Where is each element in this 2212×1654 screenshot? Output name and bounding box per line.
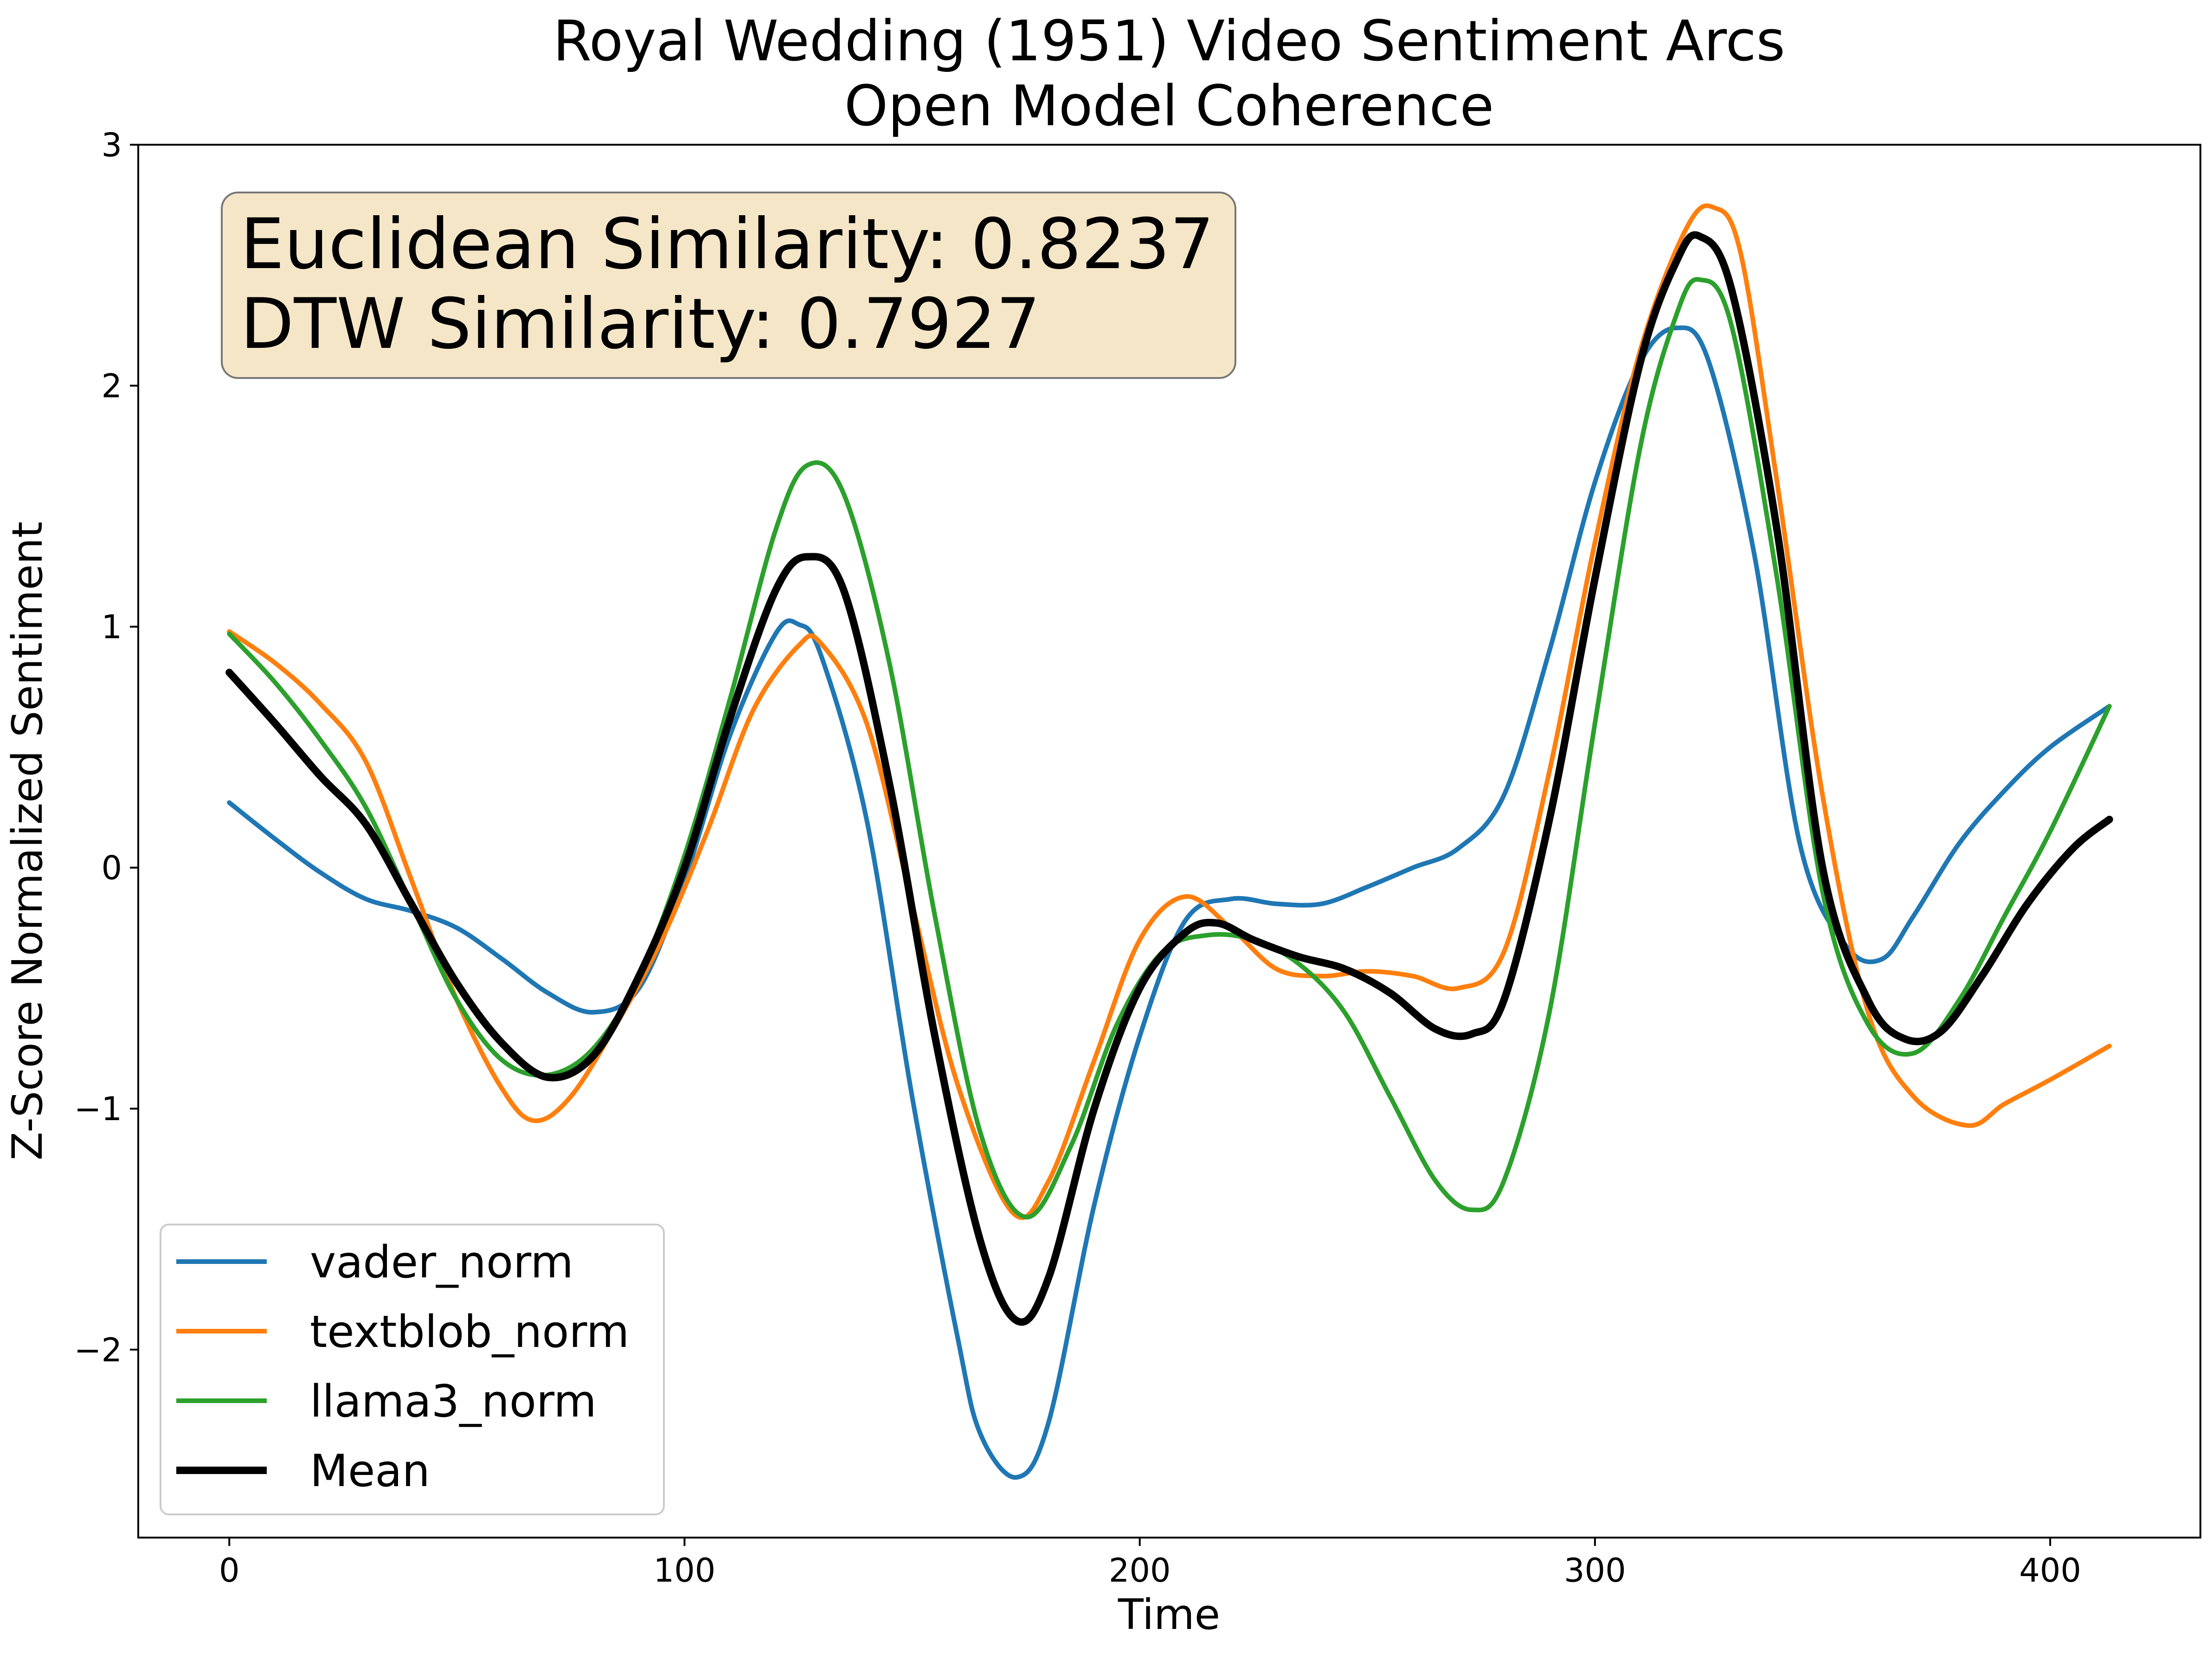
series-line-textblob-norm xyxy=(227,203,2112,1220)
y-axis-label: Z-Score Normalized Sentiment xyxy=(3,521,52,1160)
legend-label-vader-norm: vader_norm xyxy=(310,1237,573,1288)
x-tick-label: 200 xyxy=(1109,1551,1171,1590)
y-tick-label: 1 xyxy=(101,608,122,646)
axis-ticks: 0 100 200 300 400 −2 −1 0 1 2 3 xyxy=(74,126,2081,1590)
chart-title-line-1: Royal Wedding (1951) Video Sentiment Arc… xyxy=(553,9,1785,74)
series-line-mean xyxy=(225,231,2113,1326)
x-tick-label: 100 xyxy=(654,1551,716,1590)
x-tick-label: 300 xyxy=(1564,1551,1626,1590)
x-tick-label: 0 xyxy=(219,1551,240,1590)
legend: vader_norm textblob_norm llama3_norm Mean xyxy=(160,1224,665,1515)
similarity-annotation: Euclidean Similarity: 0.8237 DTW Similar… xyxy=(221,192,1236,379)
plot-lines xyxy=(225,203,2113,1480)
chart-title-line-2: Open Model Coherence xyxy=(844,74,1494,139)
euclidean-similarity-text: Euclidean Similarity: 0.8237 xyxy=(240,204,1214,285)
plot-frame xyxy=(137,144,2201,1539)
annotation-box xyxy=(221,192,1236,379)
x-tick-label: 400 xyxy=(2019,1551,2081,1590)
y-tick-label: −1 xyxy=(74,1090,122,1128)
legend-label-llama3-norm: llama3_norm xyxy=(310,1376,597,1427)
legend-label-mean: Mean xyxy=(310,1446,430,1497)
y-tick-label: −2 xyxy=(74,1331,122,1369)
legend-items: vader_norm textblob_norm llama3_norm Mean xyxy=(176,1237,629,1497)
y-tick-label: 0 xyxy=(101,849,122,887)
legend-box xyxy=(160,1224,665,1515)
y-tick-label: 2 xyxy=(101,367,122,405)
legend-label-textblob-norm: textblob_norm xyxy=(310,1307,629,1358)
x-axis-label: Time xyxy=(1118,1590,1220,1639)
y-tick-label: 3 xyxy=(101,126,122,164)
dtw-similarity-text: DTW Similarity: 0.7927 xyxy=(240,284,1041,365)
